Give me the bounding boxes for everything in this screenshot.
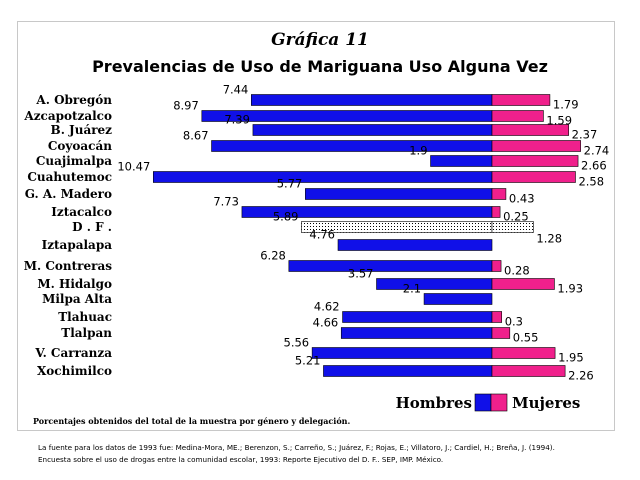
legend-label-hombres: Hombres (396, 394, 472, 412)
value-label-hombres-iztapalapa: 4.76 (309, 228, 335, 242)
bar-mujeres-coyoac-n (491, 140, 581, 152)
value-label-hombres-coyoac-n: 8.67 (183, 129, 209, 143)
bar-mujeres-azcapotzalco (491, 110, 544, 122)
category-label-iztacalco: Iztacalco (51, 205, 112, 219)
value-label-mujeres-m-contreras: 0.28 (504, 264, 530, 278)
value-label-mujeres-d-f: 1.28 (536, 232, 562, 246)
value-label-hombres-m-contreras: 6.28 (260, 249, 286, 263)
value-label-mujeres-tlalpan: 0.55 (513, 331, 539, 345)
bar-mujeres-tlalpan (491, 327, 511, 339)
category-label-m-hidalgo: M. Hidalgo (37, 277, 112, 291)
value-label-mujeres-v-carranza: 1.95 (558, 351, 584, 365)
value-label-hombres-azcapotzalco: 8.97 (173, 99, 199, 113)
value-label-hombres-b-ju-rez: 7.39 (224, 113, 250, 127)
category-label-azcapotzalco: Azcapotzalco (23, 109, 112, 123)
value-label-hombres-cuajimalpa: 1.9 (409, 144, 427, 158)
legend-label-mujeres: Mujeres (512, 394, 580, 412)
bar-mujeres-xochimilco (491, 365, 566, 377)
bar-mujeres-cuajimalpa (491, 155, 579, 167)
category-label-m-contreras: M. Contreras (24, 259, 113, 273)
value-label-hombres-cuahutemoc: 10.47 (117, 160, 150, 174)
category-label-iztapalapa: Iztapalapa (42, 238, 113, 252)
category-label-milpa-alta: Milpa Alta (42, 292, 112, 306)
source-line-1: La fuente para los datos de 1993 fue: Me… (38, 443, 555, 452)
bar-mujeres-iztacalco (491, 206, 501, 218)
value-label-hombres-iztacalco: 7.73 (213, 195, 239, 209)
bar-hombres-cuahutemoc (152, 171, 493, 183)
bar-hombres-xochimilco (323, 365, 493, 377)
bar-hombres-tlalpan (340, 327, 493, 339)
bar-mujeres-g-a-madero (491, 188, 507, 200)
value-label-mujeres-tlahuac: 0.3 (505, 315, 523, 329)
category-label-b-ju-rez: B. Juárez (51, 123, 113, 137)
value-label-hombres-v-carranza: 5.56 (284, 336, 310, 350)
legend-swatch-hombres (474, 393, 492, 412)
bar-mujeres-d-f (491, 221, 534, 233)
value-label-mujeres-g-a-madero: 0.43 (509, 192, 535, 206)
category-label-a-obreg-n: A. Obregón (35, 93, 112, 107)
value-label-hombres-a-obreg-n: 7.44 (223, 83, 249, 97)
value-label-mujeres-cuahutemoc: 2.58 (578, 175, 604, 189)
value-label-hombres-tlalpan: 4.66 (313, 316, 339, 330)
category-label-g-a-madero: G. A. Madero (25, 187, 112, 201)
bar-mujeres-tlahuac (491, 311, 503, 323)
legend-swatch-mujeres (490, 393, 508, 412)
value-label-mujeres-cuajimalpa: 2.66 (581, 159, 607, 173)
category-label-xochimilco: Xochimilco (37, 364, 112, 378)
bar-mujeres-a-obreg-n (491, 94, 551, 106)
category-label-v-carranza: V. Carranza (34, 346, 112, 360)
footnote: Porcentajes obtenidos del total de la mu… (33, 416, 351, 426)
category-label-d-f: D . F . (72, 220, 112, 234)
bar-hombres-a-obreg-n (251, 94, 493, 106)
bar-hombres-milpa-alta (423, 293, 493, 305)
value-label-mujeres-xochimilco: 2.26 (568, 369, 594, 383)
bar-hombres-coyoac-n (211, 140, 493, 152)
value-label-hombres-m-hidalgo: 3.57 (348, 267, 374, 281)
value-label-mujeres-iztacalco: 0.25 (503, 210, 529, 224)
category-label-tlahuac: Tlahuac (58, 310, 112, 324)
bar-hombres-v-carranza (311, 347, 493, 359)
chart-title: Gráfica 11 (271, 30, 369, 50)
bar-hombres-tlahuac (342, 311, 493, 323)
value-label-mujeres-b-ju-rez: 2.37 (572, 128, 598, 142)
legend: Hombres Mujeres (396, 393, 580, 412)
bar-mujeres-m-hidalgo (491, 278, 555, 290)
value-label-hombres-tlahuac: 4.62 (314, 300, 340, 314)
category-label-tlalpan: Tlalpan (61, 326, 112, 340)
value-label-mujeres-azcapotzalco: 1.59 (546, 114, 572, 128)
value-label-hombres-d-f: 5.89 (273, 210, 299, 224)
bar-mujeres-b-ju-rez (491, 124, 569, 136)
value-label-mujeres-m-hidalgo: 1.93 (557, 282, 583, 296)
value-label-mujeres-coyoac-n: 2.74 (584, 144, 610, 158)
category-label-cuajimalpa: Cuajimalpa (36, 154, 112, 168)
value-label-hombres-g-a-madero: 5.77 (277, 177, 303, 191)
bar-hombres-b-ju-rez (252, 124, 493, 136)
bar-hombres-cuajimalpa (430, 155, 493, 167)
bar-hombres-iztapalapa (337, 239, 493, 251)
value-label-hombres-milpa-alta: 2.1 (403, 282, 421, 296)
chart-subtitle: Prevalencias de Uso de Mariguana Uso Alg… (92, 57, 548, 76)
value-label-mujeres-a-obreg-n: 1.79 (553, 98, 579, 112)
bar-hombres-m-contreras (288, 260, 493, 272)
category-label-coyoac-n: Coyoacán (48, 139, 112, 153)
category-label-cuahutemoc: Cuahutemoc (27, 170, 112, 184)
source-line-2: Encuesta sobre el uso de drogas entre la… (38, 455, 444, 464)
bar-mujeres-v-carranza (491, 347, 556, 359)
bar-mujeres-m-contreras (491, 260, 502, 272)
value-label-hombres-xochimilco: 5.21 (295, 354, 321, 368)
bar-hombres-m-hidalgo (376, 278, 493, 290)
bar-mujeres-cuahutemoc (491, 171, 576, 183)
bar-hombres-g-a-madero (305, 188, 493, 200)
